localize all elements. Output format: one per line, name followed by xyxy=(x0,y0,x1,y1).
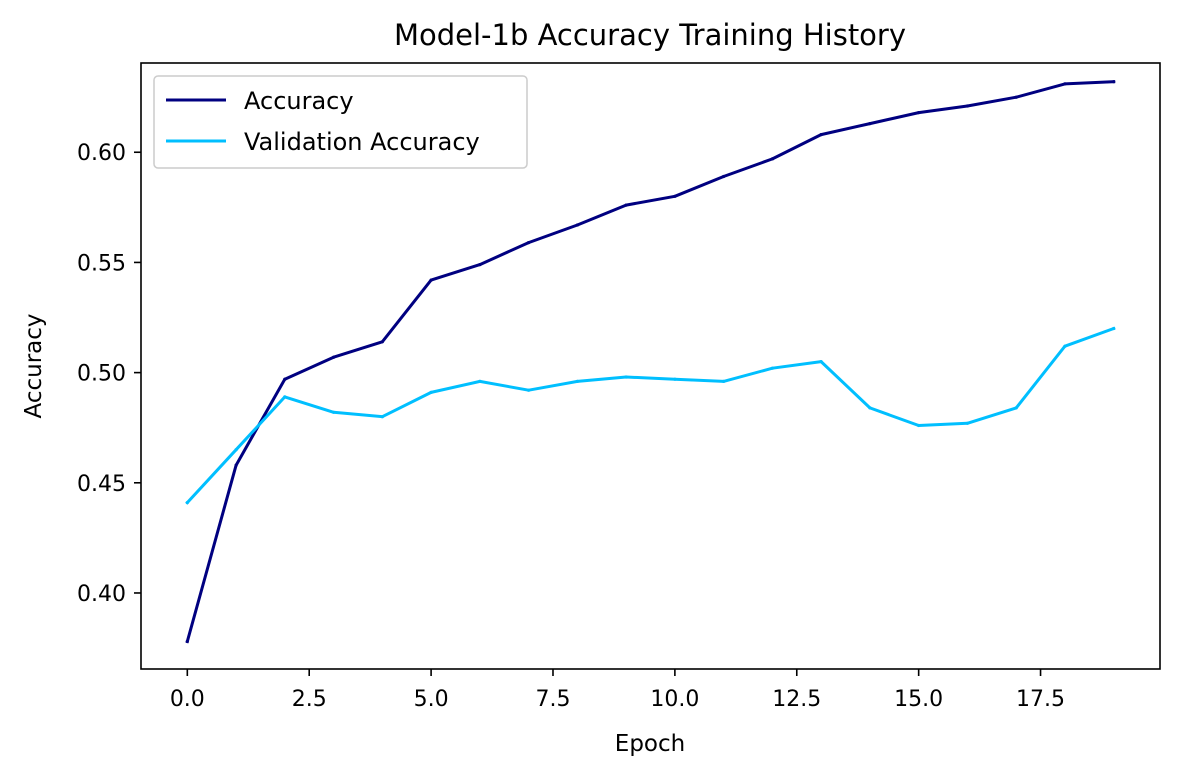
data-point xyxy=(478,379,482,383)
x-axis-label: Epoch xyxy=(615,731,685,757)
data-point xyxy=(283,395,287,399)
y-axis-ticks: 0.40 0.45 0.50 0.55 0.60 xyxy=(77,141,141,607)
legend-label: Accuracy xyxy=(244,87,354,115)
data-point xyxy=(819,133,823,137)
data-point xyxy=(1112,80,1116,84)
data-point xyxy=(575,379,580,383)
data-point xyxy=(380,415,384,419)
y-tick-label: 0.55 xyxy=(77,251,126,276)
x-tick-label: 7.5 xyxy=(535,687,570,712)
data-point xyxy=(770,366,775,370)
data-point xyxy=(527,241,531,245)
data-point xyxy=(722,174,726,179)
x-tick-label: 2.5 xyxy=(292,687,327,712)
data-point xyxy=(868,122,872,126)
data-point xyxy=(429,278,433,282)
plot-frame xyxy=(140,62,1161,670)
plot-area xyxy=(140,62,1161,670)
data-point xyxy=(1063,82,1067,86)
data-point xyxy=(673,377,677,381)
data-point xyxy=(917,111,921,115)
chart-title: Model-1b Accuracy Training History xyxy=(394,18,906,52)
data-point xyxy=(868,406,872,410)
x-tick-label: 0.0 xyxy=(170,687,205,712)
x-tick-label: 15.0 xyxy=(894,687,943,712)
data-point xyxy=(527,388,531,392)
x-axis-ticks: 0.0 2.5 5.0 7.5 10.0 12.5 15.0 17.5 xyxy=(170,669,1065,712)
x-tick-label: 12.5 xyxy=(772,687,821,712)
data-point xyxy=(1063,344,1067,348)
y-tick-label: 0.60 xyxy=(77,141,126,166)
x-tick-label: 10.0 xyxy=(650,687,699,712)
series-line-1 xyxy=(185,326,1116,505)
data-point xyxy=(965,104,970,108)
data-point xyxy=(1112,326,1116,331)
series-line-0 xyxy=(185,80,1116,644)
data-point xyxy=(624,203,628,207)
data-point xyxy=(965,421,970,425)
data-point xyxy=(234,448,238,452)
x-tick-label: 17.5 xyxy=(1016,687,1065,712)
data-point xyxy=(234,463,238,467)
data-point xyxy=(575,223,580,227)
data-point xyxy=(917,423,921,428)
data-point xyxy=(185,501,189,505)
legend-label: Validation Accuracy xyxy=(244,128,480,156)
data-point xyxy=(673,194,677,198)
data-point xyxy=(819,360,823,364)
x-tick-label: 5.0 xyxy=(414,687,449,712)
y-tick-label: 0.45 xyxy=(77,472,126,497)
data-point xyxy=(332,355,336,359)
data-point xyxy=(1014,406,1018,410)
y-tick-label: 0.50 xyxy=(77,362,126,387)
legend: Accuracy Validation Accuracy xyxy=(153,75,528,169)
legend-box xyxy=(153,75,528,169)
data-point xyxy=(429,390,433,394)
data-point xyxy=(478,263,482,267)
series-layer xyxy=(185,80,1116,644)
data-point xyxy=(185,639,189,644)
y-axis-label: Accuracy xyxy=(21,313,47,418)
data-point xyxy=(380,340,384,344)
data-point xyxy=(283,377,287,381)
y-tick-label: 0.40 xyxy=(77,582,126,607)
data-point xyxy=(332,410,336,414)
data-point xyxy=(624,375,628,379)
data-point xyxy=(770,157,775,161)
data-point xyxy=(722,379,726,383)
data-point xyxy=(1014,95,1018,99)
